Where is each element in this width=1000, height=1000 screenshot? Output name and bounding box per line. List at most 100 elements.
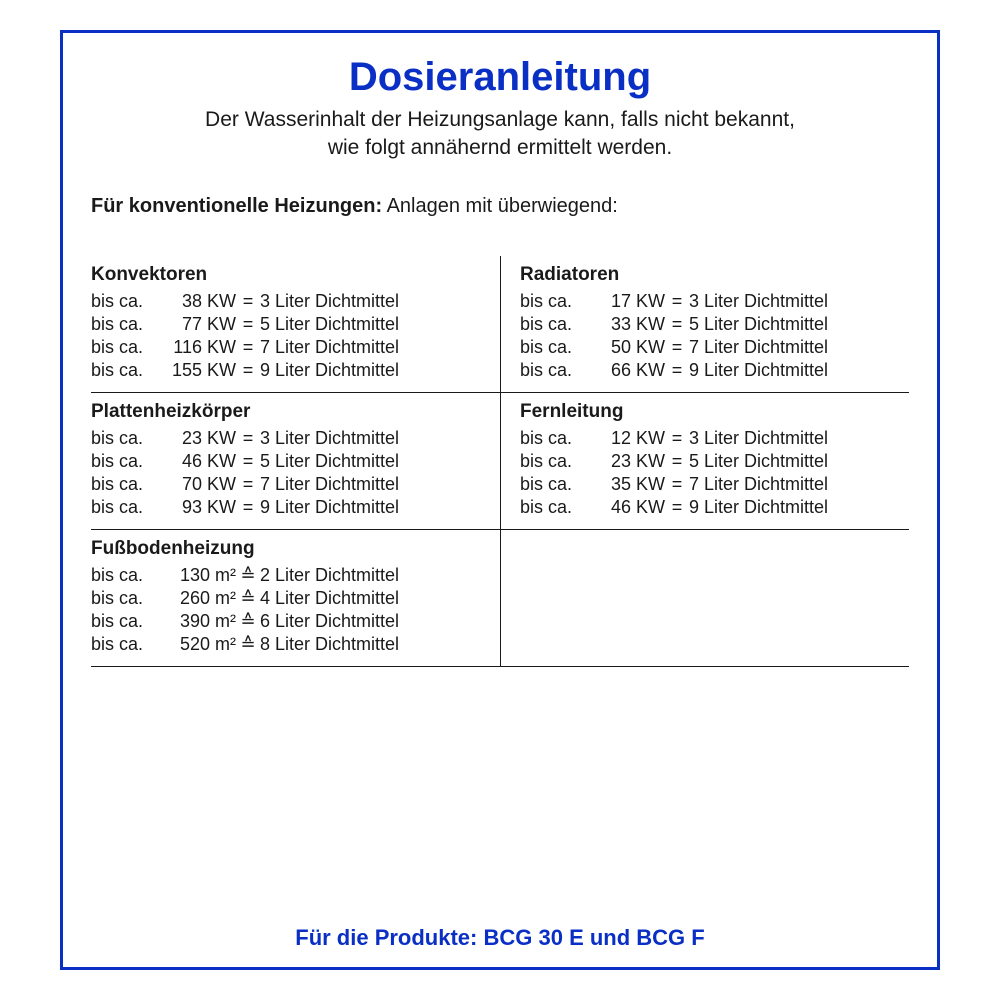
row-value: 390 m²: [156, 610, 236, 633]
equals-icon: =: [236, 496, 260, 519]
equals-icon: =: [665, 290, 689, 313]
row-value: 116 KW: [156, 336, 236, 359]
row-prefix: bis ca.: [91, 496, 156, 519]
section-heading: Fußbodenheizung: [91, 538, 480, 560]
equals-icon: =: [236, 290, 260, 313]
cell-empty: [500, 530, 909, 666]
dosing-table: bis ca.12 KW=3 Liter Dichtmittelbis ca.2…: [520, 427, 828, 519]
row-value: 12 KW: [585, 427, 665, 450]
row-prefix: bis ca.: [91, 450, 156, 473]
page-title: Dosieranleitung: [91, 55, 909, 100]
row-prefix: bis ca.: [91, 427, 156, 450]
cell-radiatoren: Radiatorenbis ca.17 KW=3 Liter Dichtmitt…: [500, 256, 909, 392]
row-prefix: bis ca.: [520, 427, 585, 450]
row-prefix: bis ca.: [91, 290, 156, 313]
row-prefix: bis ca.: [91, 313, 156, 336]
dosing-table: bis ca.23 KW=3 Liter Dichtmittelbis ca.4…: [91, 427, 399, 519]
table-row: bis ca.390 m²≙6 Liter Dichtmittel: [91, 610, 399, 633]
row-value: 130 m²: [156, 564, 236, 587]
row-prefix: bis ca.: [520, 359, 585, 382]
row-value: 77 KW: [156, 313, 236, 336]
row-prefix: bis ca.: [91, 336, 156, 359]
table-row: bis ca.260 m²≙4 Liter Dichtmittel: [91, 587, 399, 610]
row-value: 93 KW: [156, 496, 236, 519]
row-value: 66 KW: [585, 359, 665, 382]
vertical-divider: [500, 256, 501, 667]
intro-line: Für konventionelle Heizungen: Anlagen mi…: [91, 195, 909, 218]
cell-plattenheizkoerper: Plattenheizkörper bis ca.23 KW=3 Liter Di…: [91, 393, 500, 529]
row-prefix: bis ca.: [91, 610, 156, 633]
row-prefix: bis ca.: [520, 290, 585, 313]
table-row: bis ca.23 KW=5 Liter Dichtmittel: [520, 450, 828, 473]
equals-icon: =: [236, 427, 260, 450]
row-prefix: bis ca.: [520, 313, 585, 336]
equals-icon: =: [236, 450, 260, 473]
row-prefix: bis ca.: [520, 336, 585, 359]
row-value: 38 KW: [156, 290, 236, 313]
table-row: bis ca.46 KW=5 Liter Dichtmittel: [91, 450, 399, 473]
row-result: 8 Liter Dichtmittel: [260, 633, 399, 656]
equals-icon: =: [665, 450, 689, 473]
row-value: 17 KW: [585, 290, 665, 313]
corresponds-icon: ≙: [236, 587, 260, 610]
row-result: 2 Liter Dichtmittel: [260, 564, 399, 587]
equals-icon: =: [236, 359, 260, 382]
dosing-table: bis ca.38 KW=3 Liter Dichtmittelbis ca.7…: [91, 290, 399, 382]
row-result: 7 Liter Dichtmittel: [689, 336, 828, 359]
table-row: bis ca.46 KW=9 Liter Dichtmittel: [520, 496, 828, 519]
table-row: bis ca.50 KW=7 Liter Dichtmittel: [520, 336, 828, 359]
row-value: 70 KW: [156, 473, 236, 496]
table-row: bis ca.38 KW=3 Liter Dichtmittel: [91, 290, 399, 313]
corresponds-icon: ≙: [236, 564, 260, 587]
dosing-table: bis ca.17 KW=3 Liter Dichtmittelbis ca.3…: [520, 290, 828, 382]
row-value: 46 KW: [156, 450, 236, 473]
row-value: 260 m²: [156, 587, 236, 610]
row-result: 7 Liter Dichtmittel: [689, 473, 828, 496]
document-frame: Dosieranleitung Der Wasserinhalt der Hei…: [60, 30, 940, 970]
row-result: 3 Liter Dichtmittel: [689, 290, 828, 313]
subtitle-line-1: Der Wasserinhalt der Heizungsanlage kann…: [205, 108, 795, 131]
dosing-grid: Konvektorenbis ca.38 KW=3 Liter Dichtmit…: [91, 256, 909, 667]
row-prefix: bis ca.: [91, 564, 156, 587]
equals-icon: =: [665, 427, 689, 450]
section-heading: Radiatoren: [520, 264, 909, 286]
corresponds-icon: ≙: [236, 633, 260, 656]
row-result: 7 Liter Dichtmittel: [260, 336, 399, 359]
row-prefix: bis ca.: [520, 496, 585, 519]
row-result: 5 Liter Dichtmittel: [689, 313, 828, 336]
row-result: 9 Liter Dichtmittel: [260, 359, 399, 382]
table-row: bis ca.70 KW=7 Liter Dichtmittel: [91, 473, 399, 496]
table-row: bis ca.23 KW=3 Liter Dichtmittel: [91, 427, 399, 450]
equals-icon: =: [236, 336, 260, 359]
equals-icon: =: [665, 336, 689, 359]
cell-fernleitung: Fernleitungbis ca.12 KW=3 Liter Dichtmit…: [500, 393, 909, 529]
equals-icon: =: [665, 496, 689, 519]
row-result: 6 Liter Dichtmittel: [260, 610, 399, 633]
row-value: 23 KW: [156, 427, 236, 450]
row-value: 33 KW: [585, 313, 665, 336]
row-value: 155 KW: [156, 359, 236, 382]
row-prefix: bis ca.: [520, 473, 585, 496]
equals-icon: =: [665, 313, 689, 336]
row-value: 35 KW: [585, 473, 665, 496]
table-row: bis ca.116 KW=7 Liter Dichtmittel: [91, 336, 399, 359]
cell-fussbodenheizung: Fußbodenheizungbis ca.130 m²≙2 Liter Dic…: [91, 530, 500, 666]
row-prefix: bis ca.: [91, 473, 156, 496]
footer-line: Für die Produkte: BCG 30 E und BCG F: [91, 925, 909, 951]
row-result: 4 Liter Dichtmittel: [260, 587, 399, 610]
row-value: 46 KW: [585, 496, 665, 519]
intro-rest: Anlagen mit überwiegend:: [382, 195, 618, 217]
table-row: bis ca.12 KW=3 Liter Dichtmittel: [520, 427, 828, 450]
table-row: bis ca.130 m²≙2 Liter Dichtmittel: [91, 564, 399, 587]
row-result: 9 Liter Dichtmittel: [689, 496, 828, 519]
page-subtitle: Der Wasserinhalt der Heizungsanlage kann…: [91, 106, 909, 163]
section-heading: Plattenheizkörper: [91, 401, 480, 423]
row-result: 5 Liter Dichtmittel: [689, 450, 828, 473]
row-value: 50 KW: [585, 336, 665, 359]
row-result: 7 Liter Dichtmittel: [260, 473, 399, 496]
row-prefix: bis ca.: [520, 450, 585, 473]
subtitle-line-2: wie folgt annähernd ermittelt werden.: [328, 136, 672, 159]
cell-konvektoren: Konvektorenbis ca.38 KW=3 Liter Dichtmit…: [91, 256, 500, 392]
equals-icon: =: [665, 359, 689, 382]
table-row: bis ca.33 KW=5 Liter Dichtmittel: [520, 313, 828, 336]
